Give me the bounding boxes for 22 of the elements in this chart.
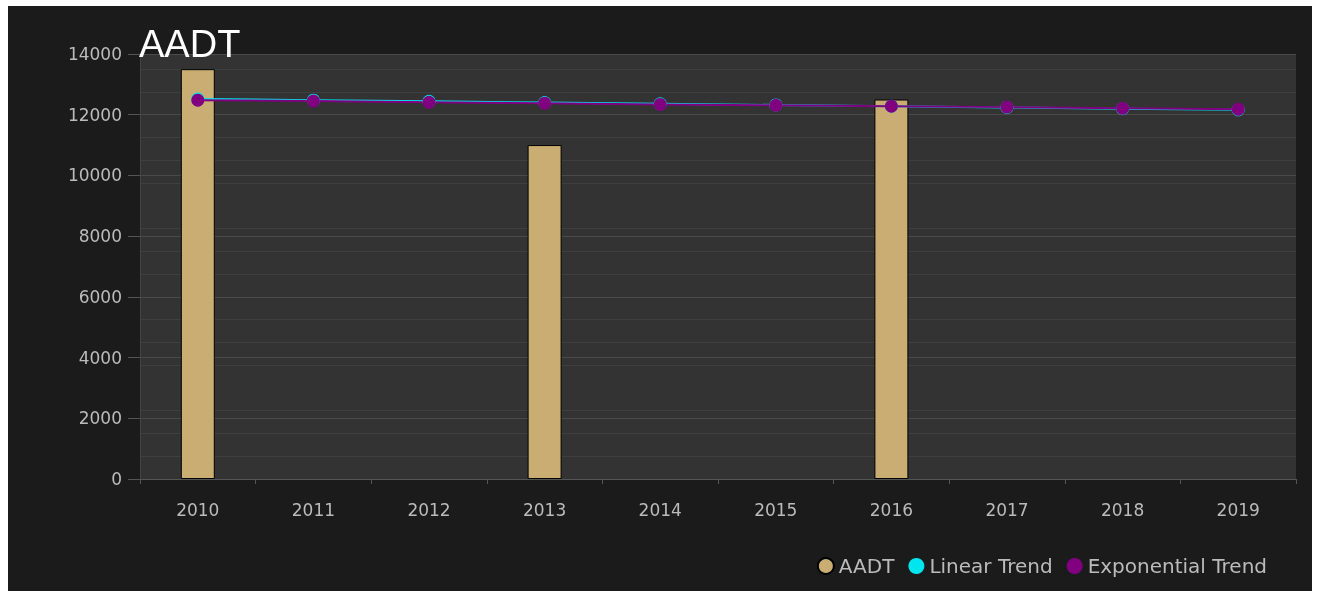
- y-tick-label: 10000: [67, 165, 122, 186]
- x-tick-label: 2011: [291, 499, 336, 520]
- x-tick-label: 2017: [985, 499, 1029, 520]
- y-tick-label: 0: [111, 469, 122, 489]
- x-tick-label: 2010: [176, 499, 220, 520]
- y-tick-label: 8000: [78, 226, 122, 247]
- y-tick-label: 14000: [67, 44, 122, 64]
- legend-label: AADT: [838, 554, 896, 578]
- chart-title: AADT: [139, 23, 241, 65]
- x-tick-label: 2018: [1100, 499, 1145, 520]
- y-tick-label: 2000: [78, 408, 122, 429]
- x-tick-label: 2019: [1216, 499, 1260, 520]
- legend-label: Exponential Trend: [1087, 554, 1268, 578]
- x-tick-label: 2012: [407, 499, 451, 520]
- y-tick-label: 12000: [67, 104, 122, 125]
- y-tick-label: 6000: [78, 286, 122, 307]
- x-tick-label: 2015: [754, 499, 798, 520]
- x-tick-label: 2014: [638, 499, 682, 520]
- x-tick-label: 2016: [869, 499, 914, 520]
- y-tick-label: 4000: [78, 347, 122, 368]
- x-tick-label: 2013: [522, 499, 567, 520]
- legend-label: Linear Trend: [929, 554, 1053, 578]
